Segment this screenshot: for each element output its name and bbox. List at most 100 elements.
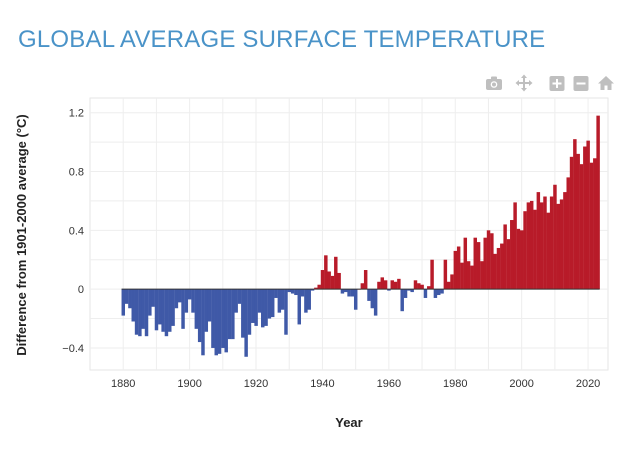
bar-1887: [144, 289, 149, 337]
bar-1991: [490, 233, 494, 290]
bar-1986: [473, 237, 477, 290]
pan-icon[interactable]: [515, 74, 533, 92]
bar-1920: [254, 289, 258, 326]
bar-1941: [324, 255, 328, 290]
bar-1982: [460, 262, 464, 290]
bar-1968: [413, 280, 418, 290]
bar-1917: [244, 289, 248, 357]
bar-1880: [121, 289, 126, 316]
x-tick-label: 1940: [310, 378, 334, 390]
bar-1981: [456, 246, 461, 290]
bar-1987: [476, 242, 481, 290]
bar-1926: [274, 289, 278, 298]
bar-1956: [373, 289, 378, 316]
x-axis-title: Year: [335, 415, 362, 430]
bar-1911: [224, 289, 228, 353]
bar-1915: [237, 289, 242, 304]
bar-1939: [317, 284, 321, 290]
bar-1900: [187, 289, 192, 300]
bar-1949: [350, 289, 355, 297]
x-tick-label: 2020: [576, 378, 600, 390]
bar-1964: [400, 289, 404, 312]
bar-1934: [300, 289, 305, 297]
bar-2001: [523, 211, 527, 290]
bar-1961: [390, 280, 394, 290]
bar-2009: [549, 196, 554, 290]
bar-1910: [221, 289, 225, 348]
bar-1963: [397, 278, 401, 290]
y-tick-label: 0.4: [69, 225, 84, 237]
bar-1942: [327, 271, 331, 290]
bar-1962: [393, 281, 398, 290]
bar-1973: [430, 259, 434, 290]
bar-1931: [290, 289, 295, 294]
bar-1950: [353, 289, 358, 310]
bar-2019: [583, 146, 587, 290]
bar-1927: [277, 289, 282, 313]
x-tick-label: 1960: [377, 378, 401, 390]
bar-1919: [251, 289, 255, 323]
bar-2012: [559, 199, 564, 290]
x-tick-label: 1920: [244, 378, 268, 390]
home-icon[interactable]: [597, 74, 615, 92]
chart-modebar: [480, 74, 615, 92]
x-tick-label: 1980: [443, 378, 467, 390]
bar-1983: [463, 237, 468, 290]
bar-2017: [576, 153, 580, 290]
x-tick-label: 2000: [509, 378, 533, 390]
bar-2013: [563, 192, 567, 290]
camera-icon[interactable]: [485, 74, 503, 92]
bar-1948: [347, 289, 351, 297]
zoom-in-icon[interactable]: [549, 74, 565, 92]
bar-1958: [380, 277, 385, 290]
bar-1905: [204, 289, 209, 332]
bar-1892: [161, 289, 165, 332]
bar-1904: [201, 289, 205, 356]
bar-1994: [500, 243, 504, 290]
bar-2008: [546, 212, 551, 290]
bar-1916: [241, 289, 245, 338]
bar-2023: [596, 115, 600, 290]
bar-1936: [307, 289, 311, 310]
bar-1990: [486, 230, 491, 290]
bar-1923: [264, 289, 268, 326]
bar-1898: [181, 289, 185, 329]
y-tick-labels: −0.4 0 0.4 0.8 1.2: [62, 108, 84, 355]
bar-1907: [211, 289, 215, 348]
bar-1977: [443, 259, 448, 290]
y-tick-label: 0.8: [69, 167, 84, 179]
bar-1999: [516, 228, 521, 290]
bar-1894: [168, 289, 172, 332]
bar-1938: [314, 287, 318, 290]
bar-1933: [297, 289, 301, 325]
bar-1937: [310, 289, 315, 291]
bar-1902: [194, 289, 199, 329]
page-title: GLOBAL AVERAGE SURFACE TEMPERATURE: [18, 26, 546, 53]
bar-1965: [403, 289, 408, 298]
bar-1889: [151, 289, 155, 307]
x-tick-labels: 1880 1900 1920 1940 1960 1980 2000 2020: [111, 378, 600, 390]
bar-1929: [284, 289, 288, 335]
bar-1893: [164, 289, 169, 337]
bar-2002: [526, 202, 531, 290]
x-tick-label: 1900: [177, 378, 201, 390]
bar-1895: [171, 289, 175, 326]
bar-2021: [589, 162, 594, 290]
bar-1909: [217, 289, 222, 354]
bar-1970: [420, 284, 424, 290]
bar-1966: [407, 289, 411, 291]
bar-1954: [367, 289, 371, 301]
bar-1944: [334, 256, 338, 290]
bar-1884: [134, 289, 139, 335]
bar-1883: [131, 289, 135, 322]
bar-1888: [148, 289, 152, 316]
zoom-out-icon[interactable]: [573, 74, 589, 92]
bar-2004: [533, 209, 537, 290]
bar-1993: [496, 247, 501, 290]
bar-1953: [363, 270, 368, 290]
bar-1957: [377, 281, 381, 290]
bar-1896: [174, 289, 179, 309]
bar-1985: [470, 265, 474, 290]
bar-2015: [569, 156, 574, 290]
bar-1881: [124, 289, 129, 304]
